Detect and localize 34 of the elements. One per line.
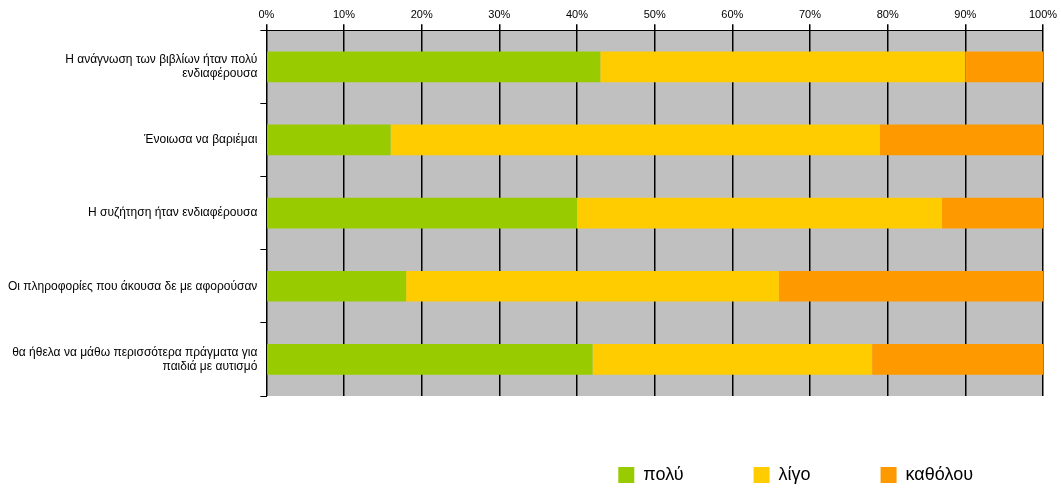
bar bbox=[778, 270, 1043, 302]
bar bbox=[390, 124, 880, 156]
bar bbox=[406, 270, 779, 302]
bar bbox=[592, 344, 873, 375]
legend-label: καθόλου bbox=[905, 463, 974, 484]
bar bbox=[965, 51, 1043, 83]
x-tick-label: 0% bbox=[258, 7, 275, 20]
x-tick-label: 10% bbox=[333, 7, 356, 20]
x-tick-label: 20% bbox=[410, 7, 433, 20]
bar bbox=[872, 344, 1043, 375]
bar bbox=[267, 197, 578, 229]
y-tick-label: θα ήθελα να μάθω περισσότερα πράγματα για παιδιά με αυτισμό bbox=[12, 344, 258, 373]
bar bbox=[942, 197, 1043, 229]
x-tick-label: 70% bbox=[798, 7, 822, 20]
y-tick-label: Η συζήτηση ήταν ενδιαφέρουσα bbox=[88, 205, 258, 220]
bar bbox=[600, 51, 966, 83]
bar bbox=[267, 124, 391, 156]
bar bbox=[879, 124, 1043, 156]
y-tick-label: Οι πληροφορίες που άκουσα δε με αφορούσαν bbox=[7, 278, 258, 293]
legend-label: λίγο bbox=[778, 463, 811, 484]
x-tick-label: 30% bbox=[488, 7, 511, 20]
bar bbox=[577, 197, 943, 229]
bar bbox=[267, 344, 593, 375]
legend-label: πολύ bbox=[643, 463, 684, 484]
x-tick-label: 50% bbox=[643, 7, 666, 20]
x-tick-label: 100% bbox=[1028, 7, 1058, 20]
x-tick-label: 80% bbox=[876, 7, 899, 20]
x-tick-label: 60% bbox=[721, 7, 744, 20]
y-tick-label: Ένοιωσα να βαριέμαι bbox=[143, 132, 258, 147]
bar bbox=[267, 270, 407, 302]
x-tick-label: 40% bbox=[565, 7, 589, 20]
bar bbox=[267, 51, 601, 83]
x-tick-label: 90% bbox=[954, 7, 977, 20]
y-tick-label: Η ανάγνωση των βιβλίων ήταν πολύ ενδιαφέρουσα bbox=[65, 51, 258, 81]
